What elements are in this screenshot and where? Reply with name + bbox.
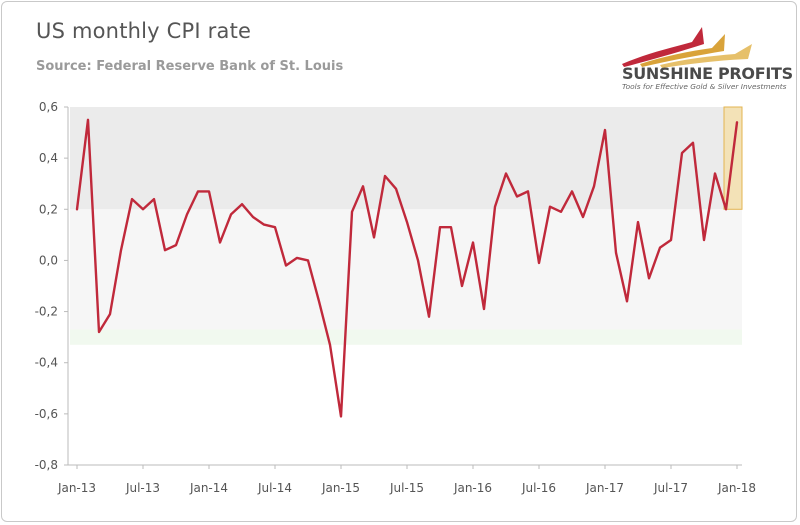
x-tick-label: Jul-15 xyxy=(389,481,424,495)
x-tick-label: Jan-14 xyxy=(189,481,228,495)
x-tick-label: Jan-15 xyxy=(321,481,360,495)
x-tick-label: Jul-17 xyxy=(653,481,688,495)
y-tick-label: 0,0 xyxy=(39,253,58,267)
x-axis-ticks: Jan-13 Jul-13 Jan-14 Jul-14 Jan-15 Jul-15 Jan-… xyxy=(57,465,756,495)
background-band-1 xyxy=(70,107,742,210)
x-tick-label: Jul-13 xyxy=(125,481,160,495)
background-band-2 xyxy=(70,209,742,330)
chart-subtitle: Source: Federal Reserve Bank of St. Loui… xyxy=(36,59,344,74)
x-tick-label: Jul-14 xyxy=(257,481,292,495)
y-tick-label: 0,6 xyxy=(39,100,58,114)
x-tick-label: Jul-16 xyxy=(521,481,556,495)
y-tick-label: -0,2 xyxy=(35,305,58,319)
chart-axes xyxy=(67,107,742,466)
y-tick-label: -0,4 xyxy=(35,356,58,370)
x-tick-label: Jan-18 xyxy=(717,481,756,495)
y-tick-label: -0,8 xyxy=(35,458,58,472)
y-tick-label: 0,4 xyxy=(39,151,58,165)
y-tick-label: 0,2 xyxy=(39,202,58,216)
series-layer xyxy=(75,118,739,418)
y-tick-label: -0,6 xyxy=(35,407,58,421)
x-tick-label: Jan-16 xyxy=(453,481,492,495)
sunshine-profits-logo-icon xyxy=(622,27,752,68)
chart-title: US monthly CPI rate xyxy=(36,19,252,43)
logo-name: SUNSHINE PROFITS xyxy=(622,64,793,83)
background-bands xyxy=(70,107,742,345)
logo-tagline: Tools for Effective Gold & Silver Invest… xyxy=(622,82,787,91)
x-tick-label: Jan-17 xyxy=(585,481,624,495)
x-tick-label: Jan-13 xyxy=(57,481,96,495)
background-band-3 xyxy=(70,329,742,345)
y-axis-ticks: 0,6 0,4 0,2 0,0 -0,2 -0,4 -0,6 -0,8 xyxy=(35,100,68,472)
